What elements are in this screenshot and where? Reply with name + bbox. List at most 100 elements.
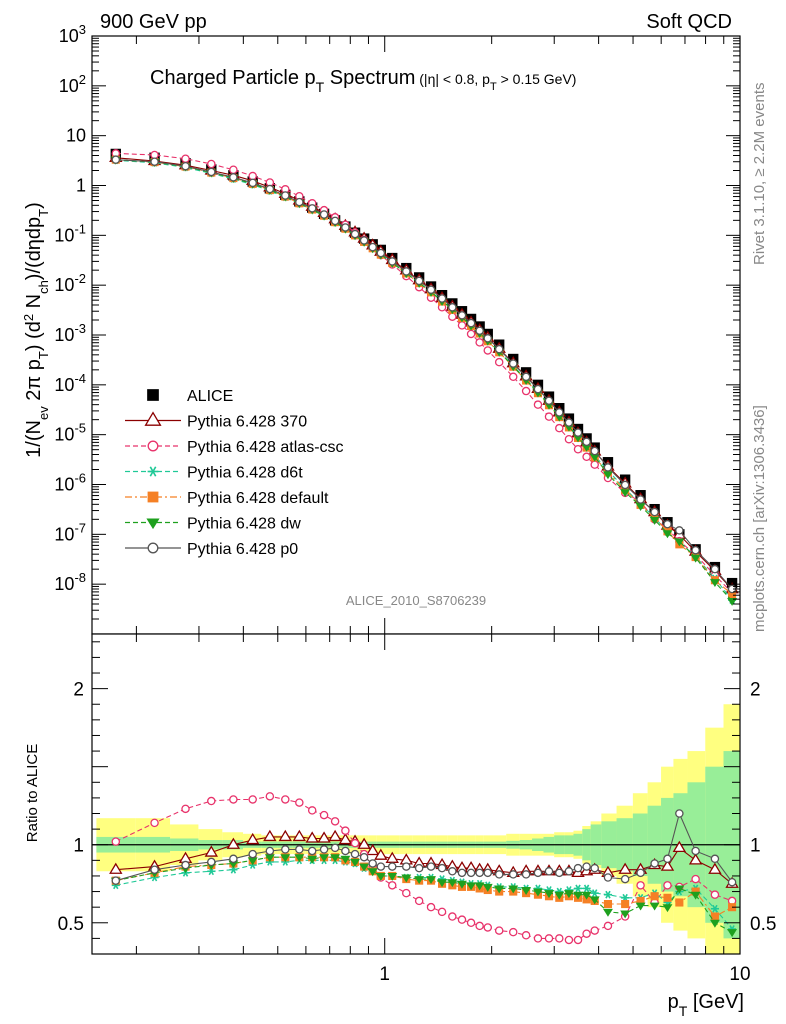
ratio-line-pythia-6-428-default: [115, 856, 733, 918]
ratio-point-pythia-6-428-default: [650, 892, 659, 901]
ratio-point-pythia-6-428-370: [618, 862, 632, 874]
ratio-point-pythia-6-428-d6t: [590, 889, 599, 898]
ratio-point-pythia-6-428-atlas-csc: [521, 931, 531, 940]
point-pythia-6-428-p0: [521, 372, 531, 382]
legend-label-pythia-6-428-dw: Pythia 6.428 dw: [187, 516, 301, 533]
series-line-pythia-6-428-default: [115, 159, 733, 595]
main-y-tick-label: 10-2: [54, 271, 86, 295]
point-pythia-6-428-p0: [376, 248, 386, 258]
ratio-point-pythia-6-428-atlas-csc: [533, 934, 543, 943]
ratio-point-pythia-6-428-370: [708, 862, 722, 874]
ratio-point-pythia-6-428-dw: [447, 879, 458, 888]
x-tick-label: 10: [729, 964, 750, 985]
ratio-point-pythia-6-428-atlas-csc: [573, 935, 583, 945]
ratio-point-pythia-6-428-p0: [426, 862, 436, 871]
ratio-point-pythia-6-428-p0: [636, 868, 645, 878]
point-pythia-6-428-atlas-csc: [533, 400, 543, 409]
point-pythia-6-428-dw: [674, 538, 685, 547]
ratio-point-pythia-6-428-p0: [281, 845, 290, 854]
ratio-y-axis-label: Ratio to ALICE: [24, 744, 41, 842]
x-axis-label: pT [GeV]: [668, 991, 744, 1019]
ratio-y-tick-label-right: 1: [750, 836, 761, 857]
point-pythia-6-428-p0: [414, 276, 424, 286]
ratio-point-pythia-6-428-p0: [533, 868, 543, 878]
point-pythia-6-428-atlas-csc: [544, 412, 554, 421]
ratio-point-pythia-6-428-p0: [457, 868, 467, 878]
ratio-point-pythia-6-428-default: [636, 896, 645, 905]
ratio-point-pythia-6-428-dw: [573, 891, 583, 900]
ratio-point-pythia-6-428-atlas-csc: [663, 881, 672, 890]
ratio-point-pythia-6-428-atlas-csc: [281, 795, 290, 804]
side-label-mcplots: mcplots.cern.ch [arXiv:1306.3436]: [751, 405, 768, 632]
ratio-point-pythia-6-428-atlas-csc: [636, 881, 645, 890]
ratio-point-pythia-6-428-370: [385, 851, 399, 863]
ratio-point-pythia-6-428-370: [278, 829, 292, 842]
point-pythia-6-428-p0: [475, 326, 484, 335]
ratio-point-pythia-6-428-p0: [376, 862, 386, 871]
ratio-point-pythia-6-428-dw: [620, 910, 631, 919]
ratio-point-pythia-6-428-p0: [582, 862, 591, 871]
legend-item-pythia-6-428-atlas-csc: Pythia 6.428 atlas-csc: [125, 439, 344, 456]
ratio-point-pythia-6-428-dw: [350, 858, 360, 867]
main-y-tick-label: 10: [66, 126, 86, 146]
ratio-point-pythia-6-428-p0: [319, 845, 329, 854]
ratio-point-pythia-6-428-atlas-csc: [437, 907, 447, 917]
ratio-point-pythia-6-428-dw: [340, 855, 351, 864]
ratio-point-pythia-6-428-dw: [264, 854, 275, 863]
point-pythia-6-428-p0: [564, 418, 574, 427]
ratio-point-pythia-6-428-dw: [437, 879, 448, 888]
ratio-point-pythia-6-428-370: [365, 843, 380, 856]
ratio-point-pythia-6-428-dw: [603, 908, 613, 917]
ratio-point-pythia-6-428-370: [374, 848, 388, 860]
ratio-point-pythia-6-428-dw: [466, 882, 477, 891]
ratio-point-pythia-6-428-default: [691, 887, 700, 896]
ratio-y-tick-label: 2: [73, 680, 84, 701]
point-pythia-6-428-atlas-csc: [582, 452, 591, 462]
point-pythia-6-428-atlas-csc: [483, 346, 493, 355]
point-pythia-6-428-dw: [603, 471, 613, 480]
ratio-point-pythia-6-428-p0: [508, 870, 518, 879]
ratio-line-pythia-6-428-p0: [115, 811, 733, 883]
series-pythia-6-428-p0: [111, 155, 737, 594]
main-y-tick-label: 1: [76, 176, 86, 196]
ratio-point-pythia-6-428-p0: [620, 874, 630, 884]
point-pythia-6-428-atlas-csc: [457, 321, 467, 330]
ratio-point-pythia-6-428-370: [263, 829, 277, 842]
legend-item-alice: ALICE: [147, 388, 233, 405]
point-pythia-6-428-p0: [207, 167, 216, 177]
ratio-point-pythia-6-428-p0: [727, 877, 737, 887]
ratio-point-pythia-6-428-atlas-csc: [181, 804, 190, 814]
main-y-tick-label: 10-4: [54, 371, 86, 395]
point-pythia-6-428-p0: [508, 359, 518, 368]
point-pythia-6-428-dw: [635, 503, 646, 511]
ratio-point-pythia-6-428-p0: [111, 876, 121, 885]
ratio-point-pythia-6-428-dw: [690, 891, 701, 900]
ratio-point-pythia-6-428-atlas-csc: [307, 806, 317, 815]
point-pythia-6-428-p0: [573, 428, 583, 437]
ratio-point-pythia-6-428-p0: [573, 863, 583, 873]
ratio-series-pythia-6-428-atlas-csc: [111, 792, 737, 945]
point-pythia-6-428-p0: [483, 334, 493, 343]
point-pythia-6-428-atlas-csc: [521, 386, 531, 396]
ratio-point-pythia-6-428-atlas-csc: [295, 798, 304, 807]
point-pythia-6-428-p0: [402, 267, 411, 276]
point-pythia-6-428-dw: [589, 453, 600, 462]
point-pythia-6-428-atlas-csc: [475, 338, 484, 347]
point-pythia-6-428-p0: [181, 161, 190, 171]
ratio-point-pythia-6-428-dw: [307, 855, 318, 864]
ratio-point-pythia-6-428-dw: [482, 883, 493, 892]
ratio-point-pythia-6-428-dw: [387, 872, 398, 881]
ratio-point-pythia-6-428-atlas-csc: [426, 902, 436, 912]
series-line-pythia-6-428-dw: [115, 159, 733, 602]
ratio-point-pythia-6-428-p0: [330, 843, 340, 853]
legend-marker-pythia-6-428-d6t: [147, 466, 159, 477]
ratio-point-pythia-6-428-370: [660, 859, 675, 871]
legend-label-alice: ALICE: [187, 388, 233, 405]
ratio-point-pythia-6-428-default: [710, 912, 719, 921]
ratio-point-pythia-6-428-atlas-csc: [483, 923, 493, 932]
ratio-point-pythia-6-428-d6t: [710, 904, 719, 913]
point-pythia-6-428-atlas-csc: [573, 444, 583, 454]
point-pythia-6-428-atlas-csc: [229, 165, 238, 175]
ratio-y-tick-label-right: 0.5: [750, 914, 776, 935]
